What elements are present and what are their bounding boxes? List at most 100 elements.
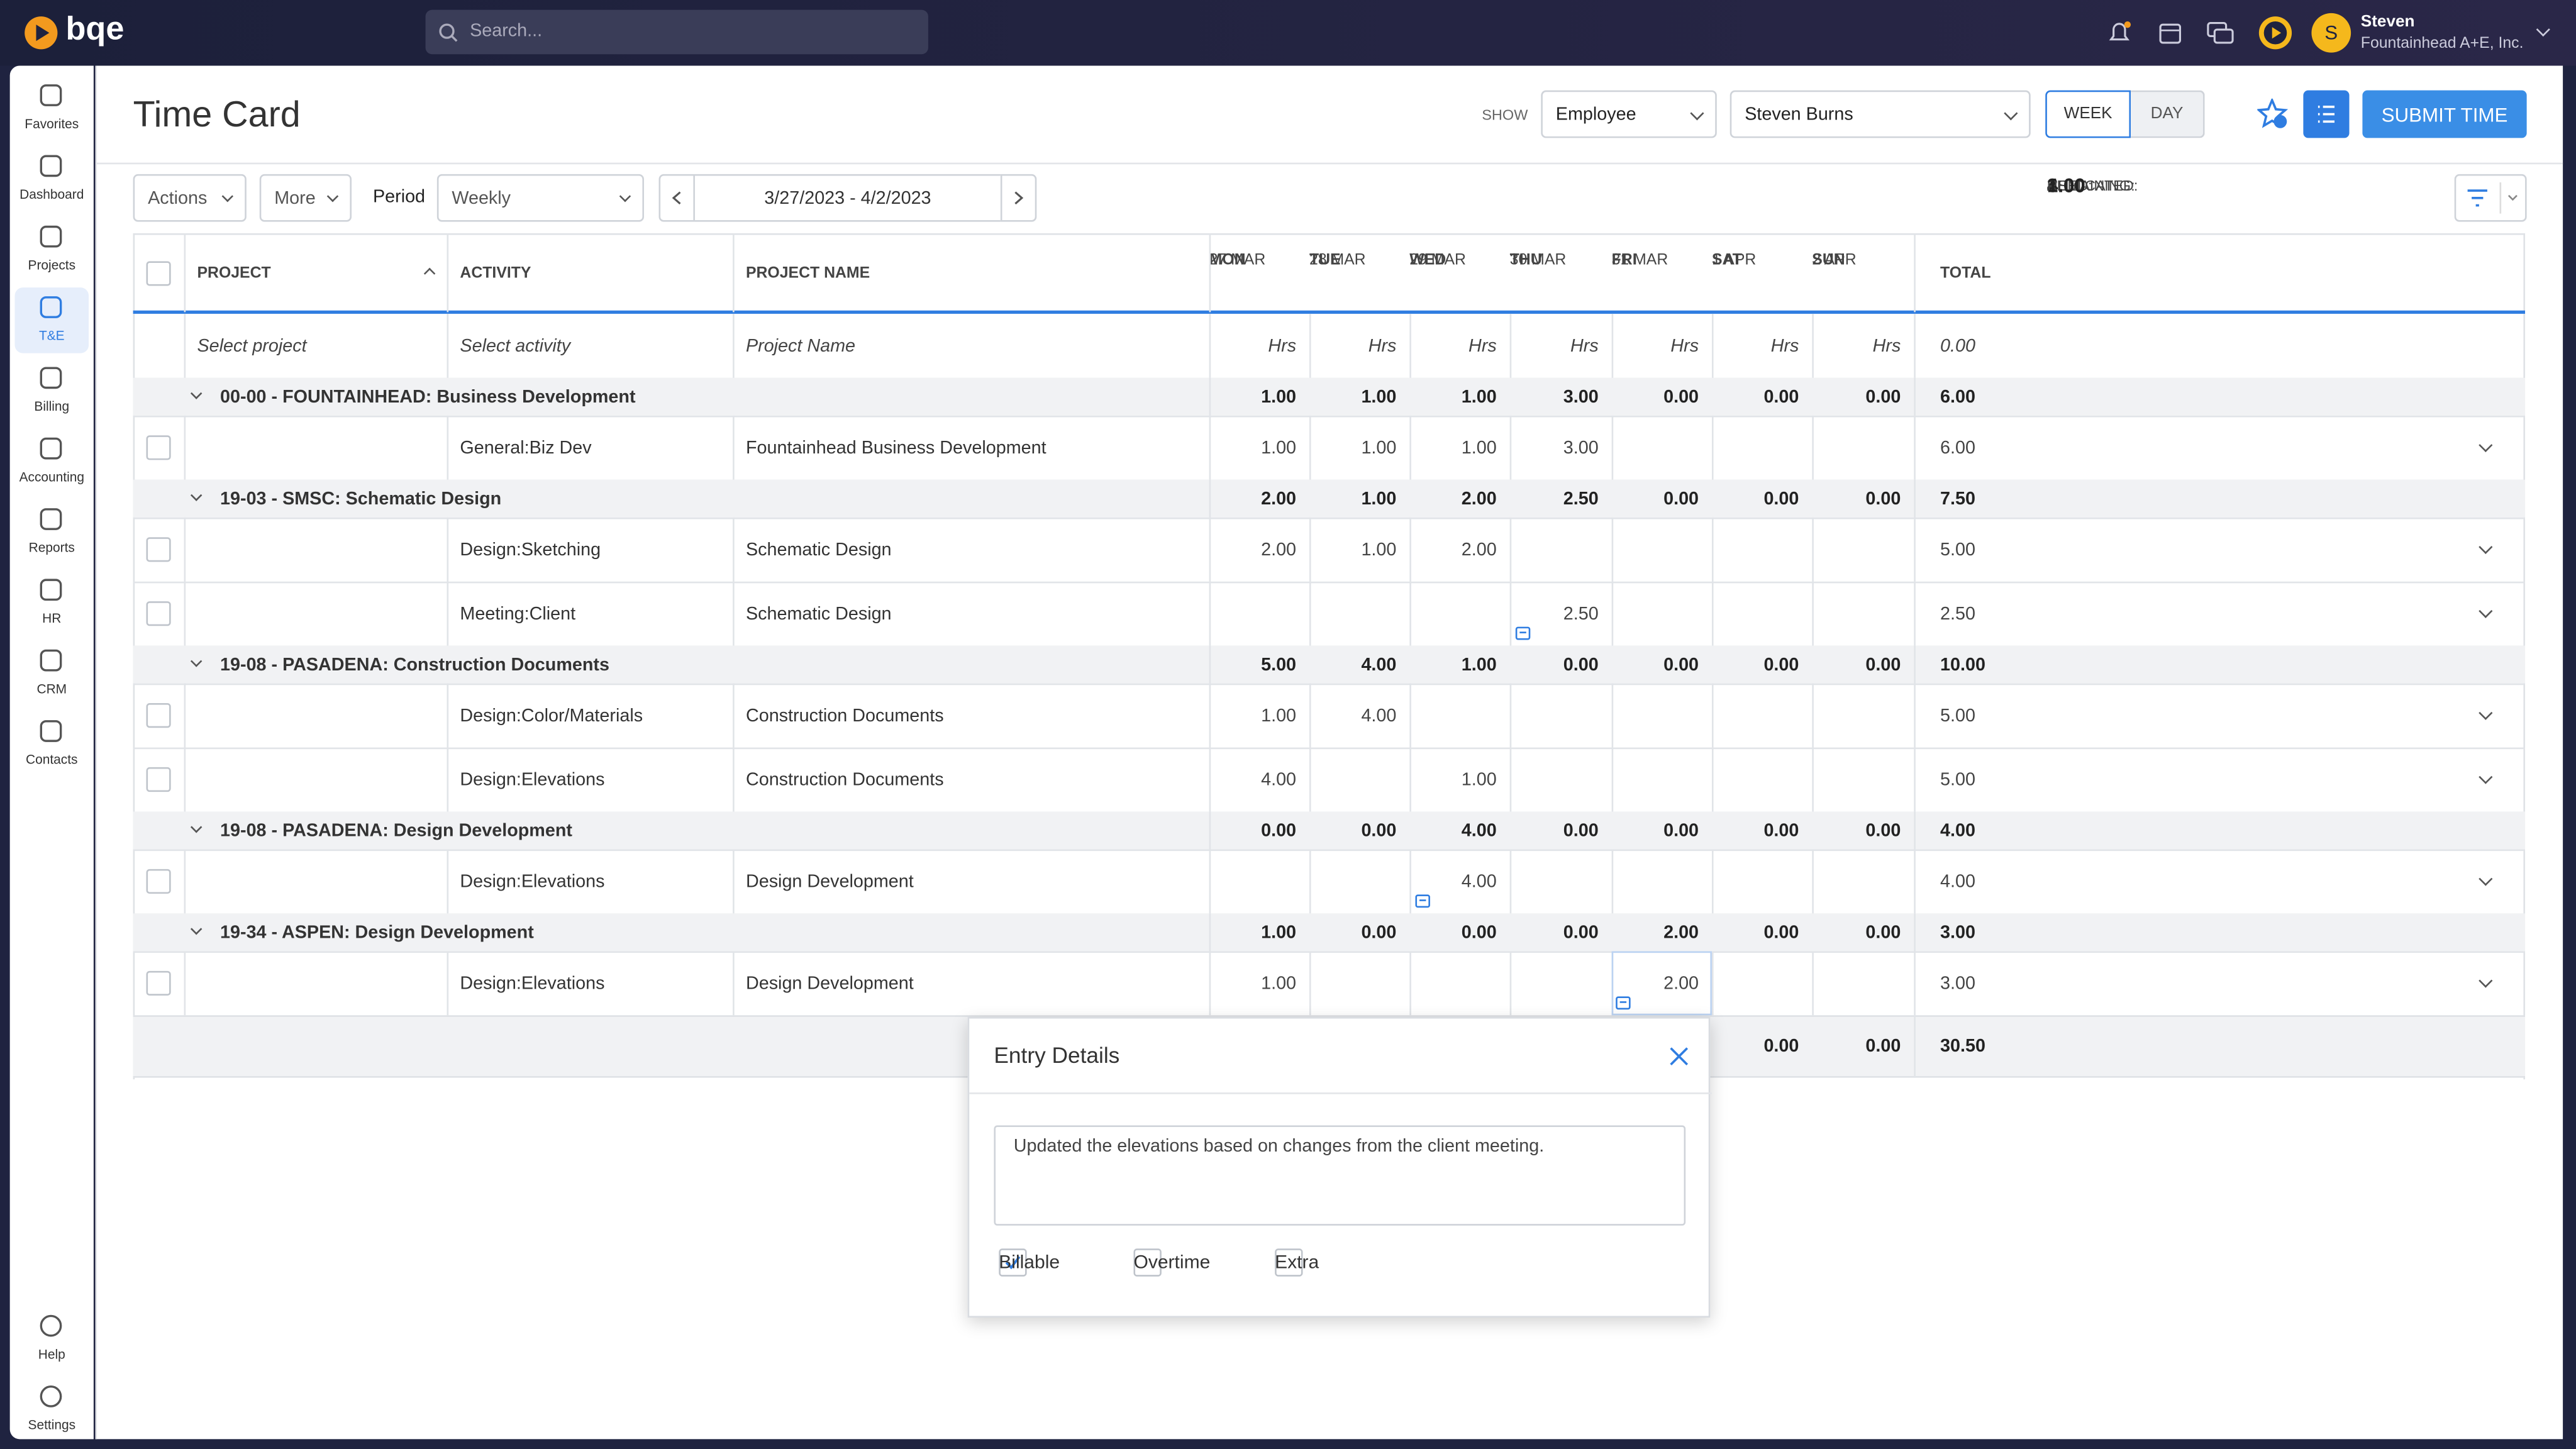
employee-dropdown[interactable]: Steven Burns [1729, 90, 2031, 138]
hours-cell[interactable] [1510, 684, 1612, 748]
nav-item[interactable]: Favorites [15, 75, 89, 141]
row-checkbox[interactable] [146, 869, 171, 894]
hours-cell[interactable] [1309, 748, 1409, 812]
hours-cell[interactable] [1409, 684, 1509, 748]
filter-button[interactable] [2454, 174, 2527, 222]
hours-cell[interactable] [1812, 416, 1914, 480]
hours-cell[interactable] [1612, 416, 1712, 480]
notifications-icon[interactable] [2106, 19, 2133, 46]
hours-cell[interactable]: 3.00 [1563, 438, 1599, 458]
note-indicator[interactable] [1615, 996, 1631, 1017]
entry-hours[interactable]: Hrs [1770, 336, 1799, 356]
list-view-button[interactable] [2303, 90, 2350, 138]
row-checkbox[interactable] [146, 537, 171, 562]
hours-cell[interactable] [1612, 582, 1712, 646]
hours-cell[interactable]: 2.00 [1663, 973, 1699, 994]
nav-item[interactable]: Contacts [15, 711, 89, 777]
nav-item[interactable]: HR [15, 570, 89, 635]
nav-item[interactable]: Projects [15, 217, 89, 282]
hours-cell[interactable] [1209, 582, 1309, 646]
hours-cell[interactable] [1812, 518, 1914, 582]
period-dropdown[interactable]: Weekly [436, 174, 645, 222]
nav-item[interactable]: Settings [15, 1377, 89, 1442]
option-checkbox[interactable]: Billable [999, 1248, 1060, 1277]
entry-hours[interactable]: Hrs [1670, 336, 1699, 356]
hours-cell[interactable] [1309, 582, 1409, 646]
nav-item[interactable]: CRM [15, 641, 89, 706]
hours-cell[interactable] [1612, 684, 1712, 748]
show-dropdown[interactable]: Employee [1541, 90, 1717, 138]
row-checkbox[interactable] [146, 260, 171, 286]
hours-cell[interactable] [1309, 850, 1409, 914]
hours-cell[interactable] [1712, 582, 1812, 646]
hours-cell[interactable] [1712, 518, 1812, 582]
nav-item[interactable]: T&E [14, 287, 89, 353]
hours-cell[interactable] [1812, 582, 1914, 646]
row-checkbox[interactable] [146, 767, 171, 792]
hours-cell[interactable]: 4.00 [1461, 871, 1497, 892]
hours-cell[interactable] [1612, 748, 1712, 812]
entry-hours[interactable]: Hrs [1368, 336, 1397, 356]
hours-cell[interactable]: 2.50 [1563, 604, 1599, 624]
hours-cell[interactable] [1712, 748, 1812, 812]
hours-cell[interactable]: 1.00 [1361, 438, 1397, 458]
chat-icon[interactable] [2206, 19, 2234, 46]
search-box[interactable]: Search... [425, 9, 928, 55]
hours-cell[interactable] [1510, 518, 1612, 582]
row-checkbox[interactable] [146, 601, 171, 626]
hours-cell[interactable]: 2.00 [1261, 540, 1297, 560]
entry-hours[interactable]: Hrs [1570, 336, 1599, 356]
hours-cell[interactable] [1409, 582, 1509, 646]
hours-cell[interactable]: 1.00 [1261, 438, 1297, 458]
week-toggle[interactable]: WEEK [2045, 90, 2131, 138]
hours-cell[interactable] [1712, 951, 1812, 1015]
entry-hours[interactable]: Hrs [1872, 336, 1901, 356]
hours-cell[interactable] [1612, 518, 1712, 582]
date-range[interactable]: 3/27/2023 - 4/2/2023 [694, 174, 1001, 222]
note-indicator[interactable] [1414, 894, 1431, 915]
hours-cell[interactable] [1510, 748, 1612, 812]
prev-week[interactable] [658, 174, 695, 222]
hours-cell[interactable]: 2.00 [1461, 540, 1497, 560]
day-toggle[interactable]: DAY [2131, 90, 2205, 138]
timer-button[interactable] [2257, 15, 2293, 51]
next-week[interactable] [1000, 174, 1037, 222]
popup-close[interactable] [1669, 1046, 1689, 1071]
more-dropdown[interactable]: More [259, 174, 352, 222]
entry-project[interactable]: Select project [197, 336, 307, 356]
hours-cell[interactable] [1812, 684, 1914, 748]
hours-cell[interactable]: 1.00 [1461, 769, 1497, 790]
hours-cell[interactable] [1712, 850, 1812, 914]
entry-hours[interactable]: Hrs [1268, 336, 1297, 356]
nav-item[interactable]: Help [15, 1306, 89, 1372]
hours-cell[interactable] [1309, 951, 1409, 1015]
row-checkbox[interactable] [146, 970, 171, 996]
actions-dropdown[interactable]: Actions [133, 174, 247, 222]
nav-item[interactable]: Dashboard [15, 146, 89, 211]
row-checkbox[interactable] [146, 703, 171, 728]
option-checkbox[interactable]: Extra [1275, 1248, 1319, 1277]
user-menu-chevron[interactable] [2536, 22, 2550, 37]
note-indicator[interactable] [1514, 626, 1531, 647]
hours-cell[interactable] [1812, 951, 1914, 1015]
entry-activity[interactable]: Select activity [460, 336, 571, 356]
hours-cell[interactable] [1409, 951, 1509, 1015]
note-textarea[interactable]: Updated the elevations based on changes … [994, 1125, 1686, 1226]
hours-cell[interactable]: 1.00 [1261, 705, 1297, 726]
hours-cell[interactable] [1812, 748, 1914, 812]
hours-cell[interactable] [1812, 850, 1914, 914]
hours-cell[interactable]: 1.00 [1261, 973, 1297, 994]
hours-cell[interactable] [1712, 684, 1812, 748]
hours-cell[interactable] [1712, 416, 1812, 480]
hours-cell[interactable] [1510, 850, 1612, 914]
entry-hours[interactable]: Hrs [1468, 336, 1497, 356]
entry-project-name[interactable]: Project Name [745, 336, 856, 356]
hours-cell[interactable] [1510, 951, 1612, 1015]
submit-button[interactable]: SUBMIT TIME [2362, 90, 2527, 138]
hours-cell[interactable] [1612, 850, 1712, 914]
row-checkbox[interactable] [146, 435, 171, 460]
hours-cell[interactable]: 1.00 [1361, 540, 1397, 560]
hours-cell[interactable]: 4.00 [1261, 769, 1297, 790]
calendar-icon[interactable] [2157, 19, 2184, 46]
nav-item[interactable]: Billing [15, 358, 89, 423]
